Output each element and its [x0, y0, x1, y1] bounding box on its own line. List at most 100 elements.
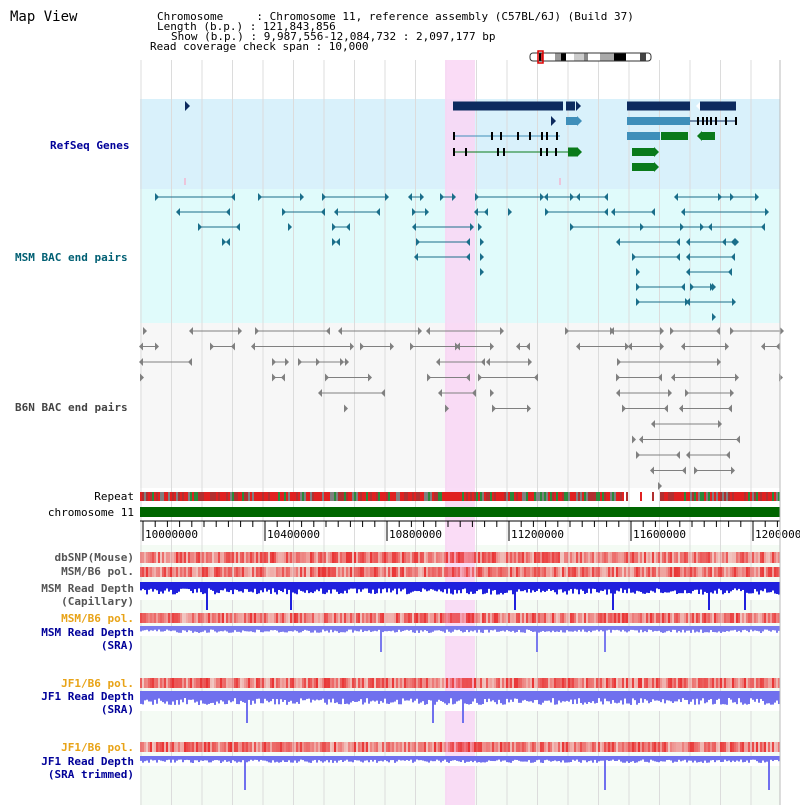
msm-b6-pol-heat: [546, 567, 548, 577]
msm-b6-pol-sra-heat: [212, 613, 214, 623]
dbsnp-heat: [738, 552, 740, 563]
jf1-sra-trimmed-depth: [620, 756, 622, 762]
msm-b6-pol-sra-heat: [342, 613, 344, 623]
msm-bac-pair-end: [155, 193, 159, 201]
jf1-b6-pol-trimmed-heat: [366, 742, 368, 752]
jf1-sra-trimmed-depth: [420, 756, 422, 761]
jf1-b6-pol-heat: [258, 678, 260, 688]
jf1-b6-pol-trimmed-heat: [382, 742, 384, 752]
msm-b6-pol-heat: [232, 567, 234, 577]
jf1-b6-pol-trimmed-heat: [776, 742, 778, 752]
repeat-mark: [184, 492, 186, 501]
repeat-mark: [608, 492, 610, 501]
msm-capillary-depth: [468, 582, 470, 595]
jf1-b6-pol-trimmed-heat: [716, 742, 718, 752]
jf1-sra-trimmed-depth: [220, 756, 222, 763]
jf1-sra-trimmed-depth: [516, 756, 518, 760]
dbsnp-heat: [528, 552, 530, 563]
dbsnp-heat: [764, 552, 766, 563]
jf1-b6-pol-heat: [774, 678, 776, 688]
repeat-mark: [172, 492, 174, 501]
jf1-b6-pol-heat: [284, 678, 286, 688]
lower-track-label: MSM/B6 pol.: [61, 565, 134, 578]
jf1-sra-depth: [264, 691, 266, 699]
jf1-b6-pol-trimmed-heat: [764, 742, 766, 752]
dbsnp-heat: [298, 552, 300, 563]
dbsnp-heat: [352, 552, 354, 563]
jf1-sra-trimmed-depth: [542, 756, 544, 763]
jf1-b6-pol-trimmed-heat: [486, 742, 488, 752]
msm-b6-pol-heat: [516, 567, 518, 577]
jf1-b6-pol-trimmed-heat: [162, 742, 164, 752]
jf1-sra-trimmed-depth: [360, 756, 362, 762]
msm-sra-depth: [388, 626, 390, 631]
msm-sra-depth: [518, 626, 520, 630]
dbsnp-heat: [176, 552, 178, 563]
dbsnp-heat: [704, 552, 706, 563]
b6n-bac-end: [143, 327, 147, 335]
repeat-mark: [254, 492, 256, 501]
jf1-sra-depth: [330, 691, 332, 703]
jf1-sra-depth: [698, 691, 700, 705]
msm-b6-pol-heat: [768, 567, 770, 577]
msm-b6-pol-sra-heat: [494, 613, 496, 623]
jf1-b6-pol-trimmed-heat: [392, 742, 394, 752]
dbsnp-heat: [478, 552, 480, 563]
msm-b6-pol-heat: [462, 567, 464, 577]
b6n-bac-pair-end: [472, 389, 476, 397]
msm-b6-pol-sra-heat: [420, 613, 422, 623]
msm-b6-pol-sra-heat: [416, 613, 418, 623]
b6n-bac-pair-end: [350, 342, 354, 351]
msm-bac-end: [508, 208, 512, 216]
dbsnp-heat: [208, 552, 210, 563]
dbsnp-heat: [776, 552, 778, 563]
gene-exon: [453, 148, 455, 156]
msm-sra-depth: [714, 626, 716, 633]
msm-b6-pol-heat: [260, 567, 262, 577]
dbsnp-heat: [694, 552, 696, 563]
dbsnp-heat: [740, 552, 742, 563]
jf1-b6-pol-trimmed-heat: [460, 742, 462, 752]
repeat-mark: [350, 492, 352, 501]
dbsnp-heat: [524, 552, 526, 563]
msm-b6-pol-sra-heat: [172, 613, 174, 623]
dbsnp-heat: [348, 552, 350, 563]
msm-b6-pol-heat: [194, 567, 196, 577]
msm-b6-pol-sra-heat: [678, 613, 680, 623]
jf1-b6-pol-trimmed-heat: [146, 742, 148, 752]
msm-capillary-depth: [494, 582, 496, 591]
jf1-b6-pol-trimmed-heat: [598, 742, 600, 752]
msm-b6-pol-heat: [346, 567, 348, 577]
msm-b6-pol-heat: [284, 567, 286, 577]
jf1-b6-pol-heat: [146, 678, 148, 688]
repeat-mark: [372, 492, 374, 501]
repeat-mark: [478, 492, 480, 501]
msm-b6-pol-sra-heat: [272, 613, 274, 623]
jf1-sra-depth: [396, 691, 398, 700]
jf1-sra-trimmed-depth: [456, 756, 458, 761]
jf1-sra-depth: [470, 691, 472, 704]
jf1-sra-depth: [384, 691, 386, 699]
jf1-sra-trimmed-depth: [682, 756, 684, 761]
jf1-b6-pol-heat: [654, 678, 656, 688]
jf1-sra-depth: [670, 691, 672, 702]
jf1-b6-pol-heat: [224, 678, 226, 688]
b6n-bac-pair-end: [345, 358, 349, 366]
msm-b6-pol-heat: [684, 567, 686, 577]
msm-b6-pol-heat: [218, 567, 220, 577]
jf1-sra-trimmed-depth: [202, 756, 204, 761]
msm-b6-pol-heat: [554, 567, 556, 577]
jf1-sra-trimmed-depth: [366, 756, 368, 761]
repeat-mark: [152, 492, 154, 501]
jf1-sra-depth: [590, 691, 592, 703]
jf1-b6-pol-heat: [634, 678, 636, 688]
jf1-sra-depth: [262, 691, 264, 704]
b6n-bac-pair-end: [316, 358, 320, 366]
jf1-b6-pol-heat: [500, 678, 502, 688]
msm-b6-pol-heat: [774, 567, 776, 577]
jf1-sra-depth: [440, 691, 442, 701]
jf1-sra-depth: [662, 691, 664, 700]
msm-capillary-depth: [610, 582, 612, 594]
jf1-b6-pol-trimmed-heat: [724, 742, 726, 752]
